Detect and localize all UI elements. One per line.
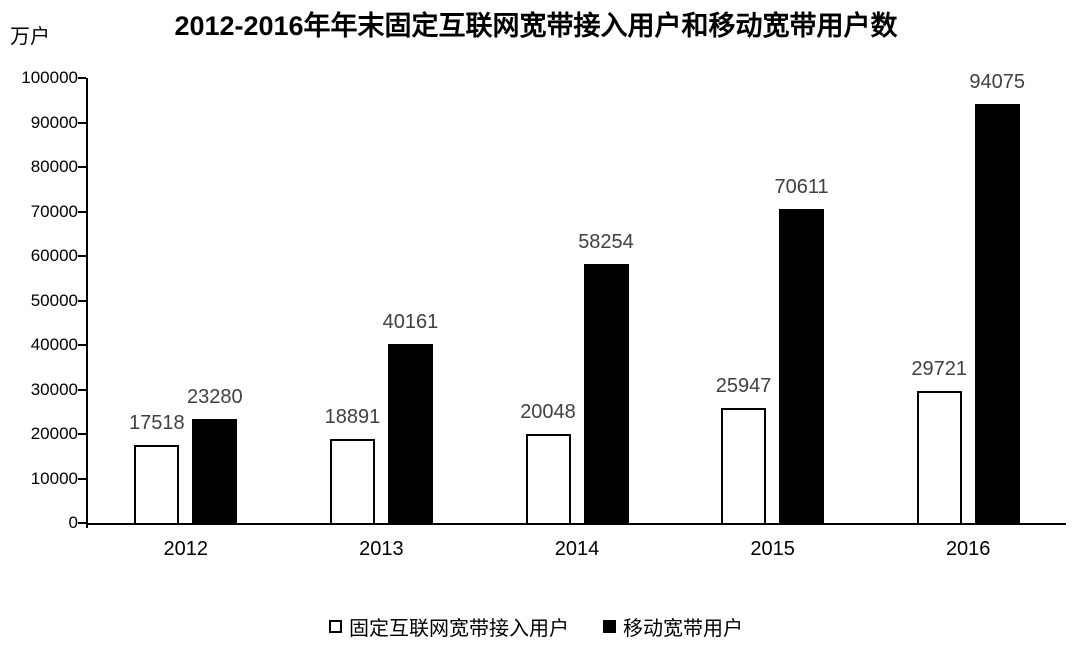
- y-tick-label: 40000: [30, 335, 78, 354]
- y-tick-label: 60000: [30, 246, 78, 265]
- y-tick-label: 30000: [30, 379, 78, 399]
- y-tick-label: 90000: [30, 112, 78, 132]
- legend-swatch-black-icon: [603, 620, 616, 633]
- y-tick-label: 10000: [30, 468, 78, 488]
- legend: 固定互联网宽带接入用户 移动宽带用户: [0, 612, 1072, 641]
- y-tick-label: 80000: [30, 157, 78, 176]
- legend-label-fixed-broadband: 固定互联网宽带接入用户: [349, 618, 569, 640]
- x-category-label-2014: 2014: [554, 538, 600, 560]
- bar-mobile-2016: [974, 104, 1020, 523]
- y-tick-mark: [78, 121, 86, 124]
- y-tick-mark: [78, 77, 86, 79]
- y-tick-mark: [78, 433, 86, 435]
- x-category-label-2016: 2016: [945, 538, 991, 560]
- legend-item-mobile-broadband: 移动宽带用户: [603, 612, 743, 641]
- y-axis-line: [86, 78, 88, 528]
- y-tick-label: 70000: [30, 201, 78, 221]
- y-tick-mark: [78, 166, 86, 168]
- bar-fixed-2016: [916, 390, 962, 523]
- bar-mobile-2013: [387, 344, 433, 523]
- y-tick-label: 50000: [30, 290, 78, 310]
- bar-fixed-2013: [329, 438, 375, 523]
- chart-title: 2012-2016年年末固定互联网宽带接入用户和移动宽带用户数: [174, 11, 898, 41]
- bar-value-label: 94075: [969, 71, 1025, 94]
- bar-fixed-2015: [721, 407, 767, 523]
- bar-value-label: 29721: [911, 357, 967, 380]
- bar-value-label: 25947: [715, 374, 772, 397]
- y-tick-mark: [78, 344, 86, 346]
- bar-value-label: 17518: [128, 412, 185, 435]
- bar-value-label: 20048: [520, 400, 576, 423]
- y-tick-mark: [78, 255, 86, 257]
- legend-item-fixed-broadband: 固定互联网宽带接入用户: [329, 612, 569, 641]
- y-tick-mark: [78, 388, 86, 391]
- y-tick-label: 100000: [21, 68, 78, 87]
- y-tick-label: 0: [68, 513, 78, 532]
- y-tick-label: 20000: [30, 424, 78, 443]
- bar-mobile-2014: [583, 263, 629, 523]
- bar-mobile-2015: [779, 208, 825, 523]
- bar-value-label: 23280: [186, 386, 243, 409]
- x-category-label-2015: 2015: [750, 538, 795, 560]
- legend-swatch-white-icon: [329, 620, 342, 633]
- bar-mobile-2012: [192, 419, 238, 523]
- y-axis-unit-label: 万户: [10, 26, 50, 48]
- bar-fixed-2014: [525, 433, 571, 523]
- y-tick-mark: [78, 299, 86, 302]
- bar-value-label: 70611: [774, 175, 829, 198]
- y-tick-mark: [78, 477, 86, 480]
- plot-area: 0 10000 20000 30000 40000 50000 60000 70000 8000…: [21, 69, 1066, 560]
- x-axis-line: [86, 523, 1066, 525]
- bar-value-label: 40161: [382, 311, 439, 334]
- y-tick-mark: [78, 522, 86, 524]
- bar-value-label: 18891: [324, 405, 381, 428]
- x-category-label-2013: 2013: [359, 538, 404, 560]
- legend-label-mobile-broadband: 移动宽带用户: [623, 618, 743, 640]
- bar-value-label: 58254: [578, 230, 634, 253]
- y-tick-mark: [78, 210, 86, 213]
- bar-fixed-2012: [134, 445, 180, 523]
- x-category-label-2012: 2012: [163, 538, 209, 560]
